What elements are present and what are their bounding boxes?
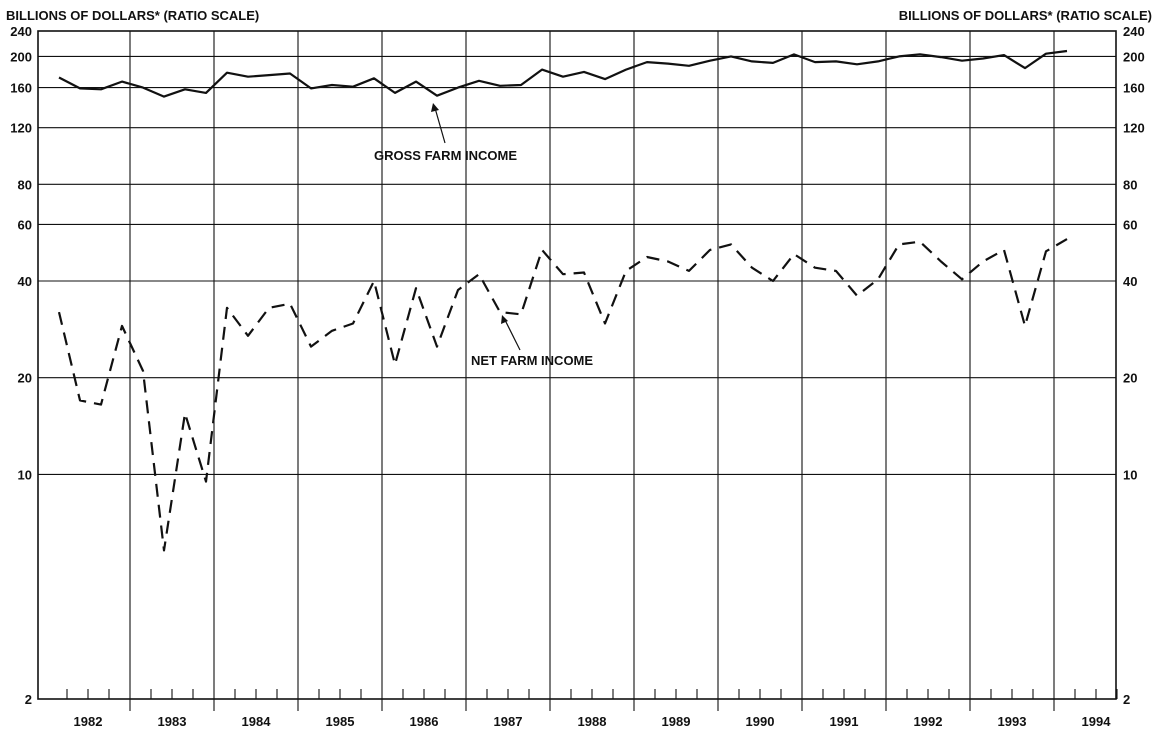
annotation-gross-farm-income: GROSS FARM INCOME <box>374 148 517 163</box>
x-tick-label: 1992 <box>914 714 943 729</box>
x-tick-label: 1987 <box>494 714 523 729</box>
annotation-leader-net <box>504 319 521 351</box>
y-tick-label-left: 240 <box>10 24 32 39</box>
plot-frame <box>37 30 1117 700</box>
y-tick-label-left: 200 <box>10 49 32 64</box>
x-tick-label: 1984 <box>242 714 272 729</box>
x-tick-label: 1988 <box>578 714 607 729</box>
gross-farm-income-line <box>58 49 1068 98</box>
y-tick-label-right: 80 <box>1123 177 1137 192</box>
y-tick-label-right: 40 <box>1123 274 1137 289</box>
y-tick-label-right: 2 <box>1123 692 1130 707</box>
y-tick-label-right: 160 <box>1123 81 1145 96</box>
y-tick-label-left: 80 <box>18 177 32 192</box>
y-tick-label-right: 20 <box>1123 371 1137 386</box>
y-tick-label-left: 2 <box>25 692 32 707</box>
x-tick-label: 1994 <box>1082 714 1112 729</box>
y-axis-label-left: BILLIONS OF DOLLARS* (RATIO SCALE) <box>6 8 260 23</box>
x-tick-label: 1985 <box>326 714 355 729</box>
x-tick-label: 1982 <box>74 714 103 729</box>
x-tick-label: 1990 <box>746 714 775 729</box>
x-tick-label: 1989 <box>662 714 691 729</box>
y-tick-label-right: 60 <box>1123 217 1137 232</box>
x-tick-label: 1991 <box>830 714 859 729</box>
y-tick-label-right: 200 <box>1123 49 1145 64</box>
net-farm-income-line <box>57 238 1068 552</box>
x-tick-label: 1983 <box>158 714 187 729</box>
y-tick-label-left: 10 <box>18 467 32 482</box>
y-tick-label-left: 40 <box>18 274 32 289</box>
y-tick-label-right: 240 <box>1123 24 1145 39</box>
y-tick-label-right: 10 <box>1123 467 1137 482</box>
annotation-leader-gross <box>434 107 446 144</box>
y-tick-label-left: 20 <box>18 371 32 386</box>
y-tick-label-right: 120 <box>1123 121 1145 136</box>
y-axis-label-right: BILLIONS OF DOLLARS* (RATIO SCALE) <box>898 8 1152 23</box>
annotation-net-farm-income: NET FARM INCOME <box>471 353 593 368</box>
y-tick-label-left: 120 <box>10 121 32 136</box>
y-tick-label-left: 160 <box>10 81 32 96</box>
y-tick-label-left: 60 <box>18 217 32 232</box>
annotation-arrowhead-net <box>501 315 508 324</box>
x-tick-label: 1986 <box>410 714 439 729</box>
x-tick-label: 1993 <box>998 714 1027 729</box>
annotation-arrowhead-gross <box>431 103 439 112</box>
